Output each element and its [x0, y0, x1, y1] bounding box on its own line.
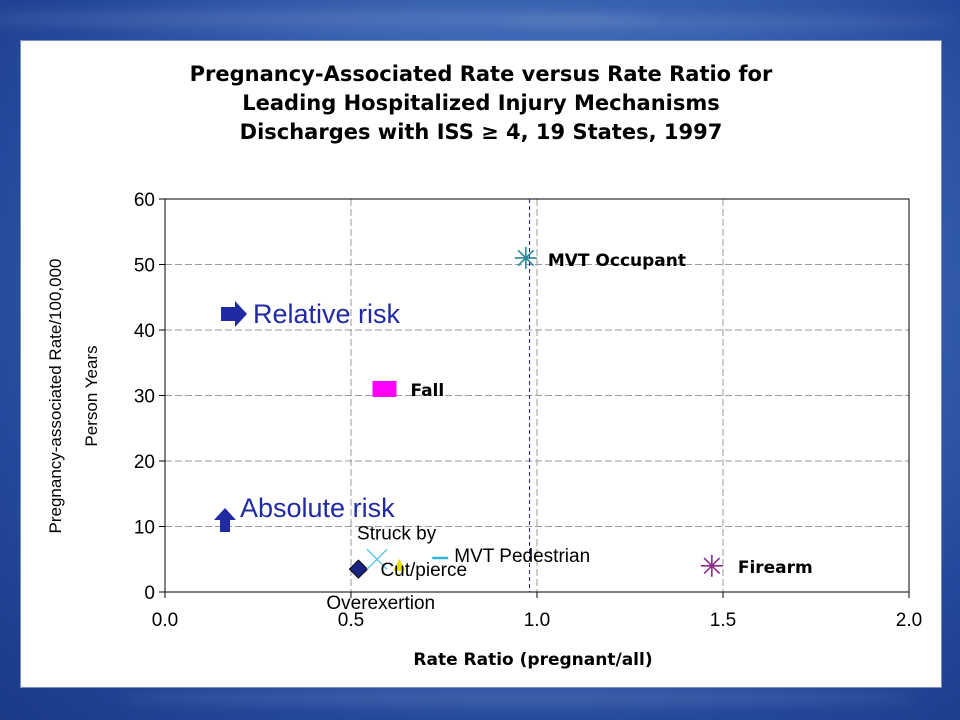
x-tick-label: 2.0: [896, 610, 922, 631]
relative-risk-label: Relative risk: [253, 299, 401, 329]
x-axis-title: Rate Ratio (pregnant/all): [413, 650, 652, 670]
x-tick-label: 1.0: [524, 610, 550, 631]
absolute-risk-label: Absolute risk: [240, 493, 395, 523]
point-firearm: [700, 554, 723, 577]
x-tick-label: 0.0: [152, 610, 178, 631]
y-tick-label: 10: [134, 518, 155, 539]
point-labels: MVT Occupant Fall Firearm Cut/pierce Struck …: [326, 251, 812, 614]
x-tick-label: 0.5: [338, 610, 364, 631]
y-tick-label: 30: [134, 387, 155, 408]
y-axis-title-line-2: Person Years: [82, 345, 101, 446]
label-firearm: Firearm: [738, 558, 813, 578]
label-fall: Fall: [410, 381, 444, 401]
background-streak: [0, 10, 660, 28]
axis-ticks: 0 10 20 30 40 50 60 0.0 0.5 1.0 1.5 2.0: [134, 190, 922, 631]
y-axis-title: Pregnancy-associated Rate/100,000 Person…: [46, 258, 101, 533]
label-mvt-occupant: MVT Occupant: [548, 251, 686, 271]
point-mvt-occupant: [514, 246, 537, 269]
y-tick-label: 20: [134, 452, 155, 473]
point-fall: [372, 380, 397, 397]
data-points: [348, 246, 723, 579]
chart-panel: Pregnancy-Associated Rate versus Rate Ra…: [20, 40, 942, 688]
label-struck-by: Struck by: [357, 523, 437, 544]
label-cut-pierce: Cut/pierce: [380, 560, 467, 581]
gridlines: [165, 199, 909, 592]
scatter-chart: Pregnancy-Associated Rate versus Rate Ra…: [46, 62, 922, 670]
background-streak: [120, 690, 920, 706]
right-arrow-icon: [221, 301, 247, 327]
annotations: Relative risk Absolute risk: [214, 299, 401, 532]
label-mvt-pedestrian: MVT Pedestrian: [454, 546, 590, 567]
title-line-2: Leading Hospitalized Injury Mechanisms: [242, 91, 719, 115]
y-tick-label: 60: [134, 190, 155, 211]
point-struck-by: [366, 548, 388, 570]
chart-title: Pregnancy-Associated Rate versus Rate Ra…: [190, 62, 773, 144]
point-overexertion: [393, 558, 406, 571]
title-line-3: Discharges with ISS ≥ 4, 19 States, 1997: [240, 120, 723, 144]
y-tick-label: 50: [134, 256, 155, 277]
y-tick-label: 0: [144, 583, 155, 604]
y-axis-title-line-1: Pregnancy-associated Rate/100,000: [46, 258, 65, 533]
point-cut-pierce: [348, 559, 369, 579]
title-line-1: Pregnancy-Associated Rate versus Rate Ra…: [190, 62, 773, 86]
y-tick-label: 40: [134, 321, 155, 342]
label-overexertion: Overexertion: [326, 593, 435, 614]
x-tick-label: 1.5: [710, 610, 736, 631]
background-streak: [500, 16, 960, 28]
up-arrow-icon: [214, 508, 236, 532]
